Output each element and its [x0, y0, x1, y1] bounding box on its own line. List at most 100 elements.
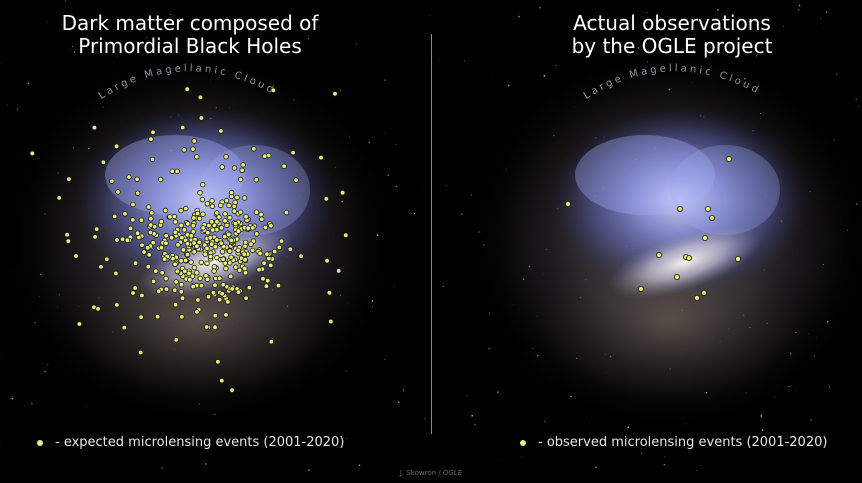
microlensing-event-marker — [191, 215, 197, 221]
microlensing-event-marker — [149, 210, 155, 216]
microlensing-event-marker — [29, 150, 35, 157]
microlensing-event-marker — [196, 239, 202, 246]
microlensing-event-marker — [150, 239, 156, 246]
microlensing-event-marker — [214, 237, 220, 243]
microlensing-event-marker — [677, 205, 684, 212]
microlensing-event-marker — [219, 164, 225, 170]
microlensing-event-marker — [114, 302, 120, 308]
microlensing-event-marker — [194, 270, 200, 276]
microlensing-event-marker — [130, 201, 136, 208]
microlensing-event-marker — [186, 270, 192, 277]
star — [819, 18, 821, 19]
microlensing-event-marker — [104, 256, 110, 262]
microlensing-event-marker — [179, 295, 186, 301]
star — [346, 437, 348, 440]
star — [474, 423, 476, 426]
microlensing-event-marker — [246, 284, 253, 291]
star — [356, 43, 357, 45]
microlensing-event-marker — [194, 210, 201, 217]
microlensing-event-marker — [172, 219, 179, 225]
microlensing-event-marker — [212, 312, 218, 319]
expected-events-markers — [29, 86, 349, 393]
star — [73, 51, 76, 53]
star — [7, 103, 9, 105]
microlensing-event-marker — [171, 287, 178, 293]
microlensing-event-marker — [254, 231, 260, 237]
microlensing-event-marker — [163, 275, 169, 282]
microlensing-event-marker — [227, 214, 233, 221]
right-title-line2: by the OGLE project — [571, 34, 773, 58]
microlensing-event-marker — [100, 159, 107, 165]
microlensing-event-marker — [565, 200, 572, 207]
star — [146, 37, 148, 39]
microlensing-event-marker — [163, 232, 169, 239]
microlensing-event-marker — [76, 321, 83, 327]
microlensing-event-marker — [268, 339, 275, 345]
microlensing-event-marker — [191, 249, 197, 255]
star — [828, 386, 831, 388]
star — [569, 48, 570, 50]
star — [161, 467, 163, 469]
star — [821, 34, 823, 36]
microlensing-event-marker — [227, 260, 233, 266]
microlensing-event-marker — [178, 289, 184, 295]
microlensing-event-marker — [276, 244, 282, 251]
microlensing-event-marker — [183, 205, 189, 212]
microlensing-event-marker — [227, 273, 234, 280]
microlensing-event-marker — [137, 349, 144, 356]
microlensing-event-marker — [197, 94, 204, 101]
microlensing-event-marker — [91, 124, 98, 131]
microlensing-event-marker — [694, 294, 701, 301]
microlensing-event-marker — [115, 189, 121, 195]
microlensing-event-marker — [158, 244, 165, 251]
star — [521, 456, 522, 458]
microlensing-event-marker — [179, 234, 185, 241]
microlensing-event-marker — [153, 268, 159, 274]
microlensing-event-marker — [214, 218, 220, 225]
microlensing-event-marker — [243, 213, 249, 220]
microlensing-event-marker — [198, 282, 205, 289]
microlensing-event-marker — [134, 230, 141, 236]
microlensing-event-marker — [111, 213, 118, 220]
star — [438, 58, 439, 60]
microlensing-event-marker — [138, 217, 145, 223]
microlensing-event-marker — [200, 211, 206, 217]
microlensing-event-marker — [188, 259, 194, 265]
left-title-line1: Dark matter composed of — [61, 11, 319, 35]
microlensing-event-marker — [234, 194, 240, 201]
microlensing-event-marker — [130, 217, 136, 223]
microlensing-event-marker — [242, 243, 248, 249]
microlensing-event-marker — [226, 231, 232, 238]
star — [397, 401, 400, 403]
microlensing-event-marker — [249, 225, 256, 231]
star — [601, 25, 603, 27]
microlensing-event-marker — [204, 245, 210, 252]
microlensing-event-marker — [332, 91, 338, 97]
microlensing-event-marker — [219, 377, 225, 384]
microlensing-event-marker — [705, 205, 712, 212]
microlensing-event-marker — [163, 240, 169, 246]
star — [463, 60, 465, 62]
microlensing-event-marker — [130, 290, 136, 296]
star — [358, 464, 361, 467]
microlensing-event-marker — [262, 224, 269, 231]
star — [555, 64, 557, 66]
microlensing-event-marker — [222, 211, 228, 217]
star — [708, 441, 711, 444]
microlensing-event-marker — [243, 295, 249, 301]
microlensing-event-marker — [198, 259, 204, 266]
microlensing-event-marker — [251, 146, 257, 152]
microlensing-event-marker — [235, 289, 242, 295]
microlensing-event-marker — [228, 254, 234, 260]
panel-divider — [431, 34, 432, 434]
star — [47, 363, 49, 365]
microlensing-event-marker — [261, 260, 267, 266]
star — [423, 418, 426, 420]
microlensing-event-marker — [150, 278, 157, 285]
microlensing-event-marker — [113, 143, 120, 149]
microlensing-event-marker — [175, 242, 181, 248]
microlensing-event-marker — [272, 248, 278, 255]
microlensing-event-marker — [178, 282, 185, 288]
microlensing-event-marker — [209, 197, 215, 204]
microlensing-event-marker — [190, 146, 196, 152]
